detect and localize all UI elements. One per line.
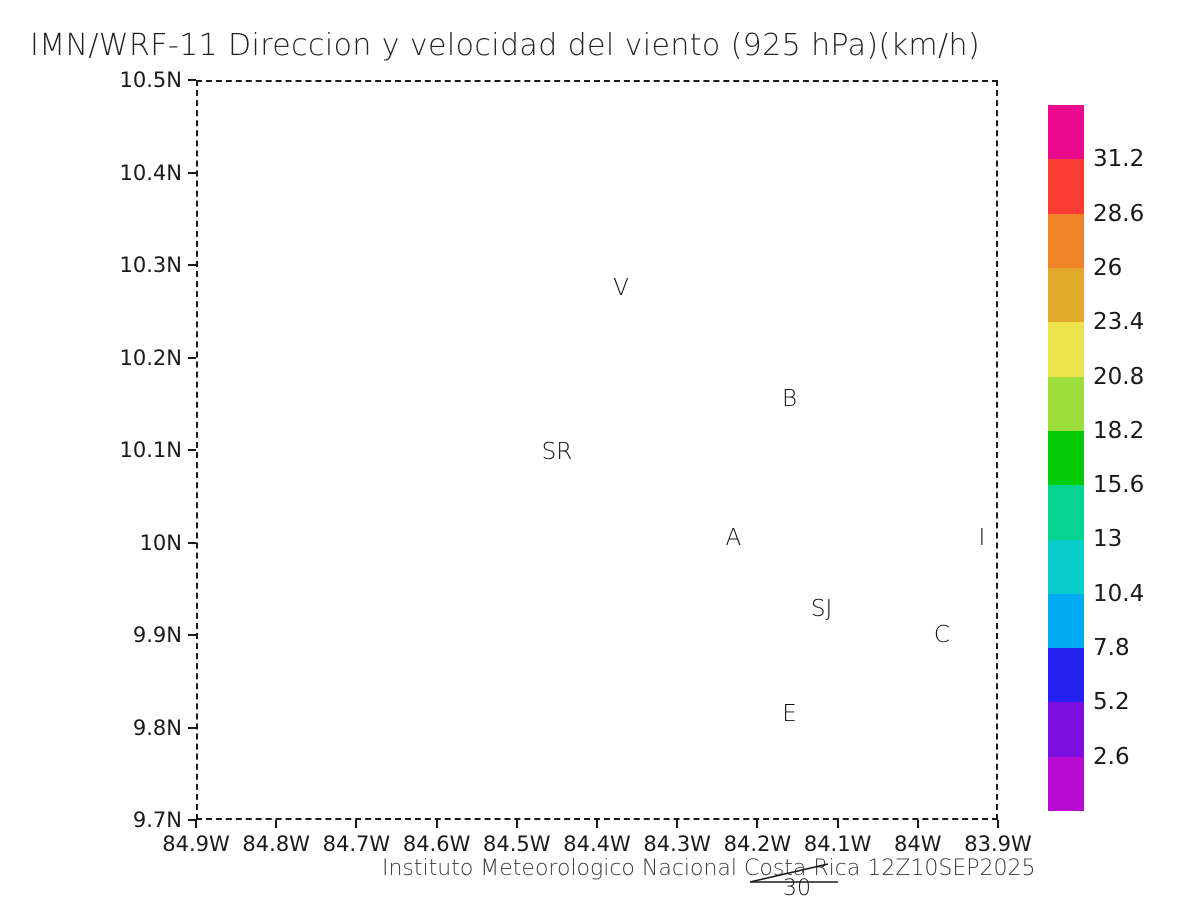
y-tick-mark xyxy=(188,819,196,821)
y-tick-label: 9.7N xyxy=(132,808,182,832)
colorbar-band xyxy=(1048,376,1084,431)
x-tick-mark xyxy=(355,820,358,828)
colorbar-band xyxy=(1048,702,1084,757)
colorbar-tick-label: 23.4 xyxy=(1093,309,1145,336)
colorbar-tick-label: 18.2 xyxy=(1093,417,1145,444)
colorbar-tick-label: 28.6 xyxy=(1093,200,1145,227)
x-tick-label: 84.3W xyxy=(643,832,711,856)
x-tick-mark xyxy=(836,820,839,828)
x-tick-mark xyxy=(515,820,518,828)
x-tick-label: 84.7W xyxy=(322,832,391,856)
x-tick-mark xyxy=(596,820,598,828)
colorbar-tick-label: 26 xyxy=(1093,254,1123,281)
y-tick-label: 10.2N xyxy=(119,345,182,370)
page-title: IMN/WRF-11 Direccion y velocidad del vie… xyxy=(30,28,981,63)
y-tick-label: 10.1N xyxy=(119,438,182,462)
colorbar xyxy=(1048,105,1084,812)
colorbar-band xyxy=(1048,322,1084,377)
colorbar-band xyxy=(1048,539,1084,594)
colorbar-band xyxy=(1048,593,1084,649)
y-tick-mark xyxy=(188,79,196,81)
x-tick-mark xyxy=(676,820,679,828)
footer-caption: Instituto Meteorologico Nacional Costa R… xyxy=(382,856,1036,881)
y-tick-mark xyxy=(188,264,196,266)
colorbar-tick-label: 2.6 xyxy=(1093,743,1130,770)
reference-vector-label: 30 xyxy=(783,876,811,901)
x-tick-mark xyxy=(916,820,919,828)
y-tick-mark xyxy=(188,356,196,359)
colorbar-tick-label: 20.8 xyxy=(1093,363,1145,390)
x-tick-label: 84.8W xyxy=(242,832,310,856)
plot-area: V B SR A I SJ C E xyxy=(196,80,998,820)
x-tick-mark xyxy=(997,820,999,828)
x-tick-label: 84.1W xyxy=(803,832,872,856)
y-tick-label: 10N xyxy=(139,530,182,555)
colorbar-band xyxy=(1048,430,1084,486)
colorbar-tick-label: 13 xyxy=(1093,526,1123,553)
colorbar-tick-label: 7.8 xyxy=(1093,635,1130,662)
y-tick-mark xyxy=(188,449,196,451)
x-tick-label: 84.4W xyxy=(563,832,631,856)
x-tick-label: 84.2W xyxy=(723,832,792,856)
x-tick-mark xyxy=(195,820,197,828)
colorbar-band xyxy=(1048,756,1084,812)
x-tick-mark xyxy=(756,820,759,828)
x-tick-mark xyxy=(435,820,438,828)
x-tick-label: 84.9W xyxy=(162,832,230,856)
y-tick-label: 9.8N xyxy=(132,715,182,740)
colorbar-band xyxy=(1048,648,1084,703)
colorbar-tick-label: 31.2 xyxy=(1093,146,1145,173)
x-tick-label: 83.9W xyxy=(964,832,1032,856)
y-tick-mark xyxy=(188,171,196,174)
y-tick-label: 10.5N xyxy=(119,68,182,92)
y-tick-mark xyxy=(188,541,196,544)
y-tick-label: 9.9N xyxy=(132,623,182,647)
y-tick-mark xyxy=(188,726,196,729)
y-tick-mark xyxy=(188,634,196,636)
x-tick-label: 84W xyxy=(894,832,942,856)
colorbar-tick-label: 15.6 xyxy=(1093,472,1145,499)
x-tick-label: 84.5W xyxy=(483,832,551,856)
reference-vector-icon xyxy=(749,863,838,883)
colorbar-band xyxy=(1048,105,1084,160)
y-tick-label: 10.4N xyxy=(119,160,182,185)
colorbar-tick-label: 10.4 xyxy=(1093,580,1145,607)
colorbar-band xyxy=(1048,213,1084,268)
colorbar-tick-label: 5.2 xyxy=(1093,689,1130,716)
colorbar-band xyxy=(1048,267,1084,323)
x-tick-mark xyxy=(275,820,278,828)
colorbar-band xyxy=(1048,485,1084,540)
y-tick-label: 10.3N xyxy=(119,253,182,277)
x-tick-label: 84.6W xyxy=(402,832,471,856)
colorbar-band xyxy=(1048,159,1084,214)
plot-frame xyxy=(196,80,998,820)
